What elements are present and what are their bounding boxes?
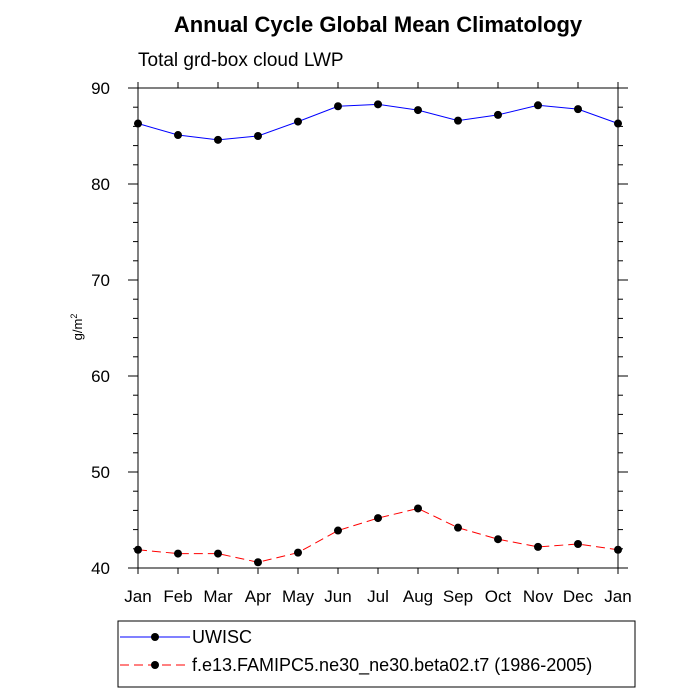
series-0-point-2 [214, 135, 222, 144]
series-1-point-1 [174, 549, 182, 558]
y-tick-label-90: 90 [91, 79, 110, 98]
series-1-point-10 [534, 542, 542, 551]
x-tick-label-9: Oct [485, 587, 512, 606]
chart-title: Annual Cycle Global Mean Climatology [174, 12, 583, 37]
series-1-point-4 [294, 548, 302, 557]
series-0-point-7 [414, 106, 422, 115]
series-1-point-7 [414, 504, 422, 513]
series-0-point-3 [254, 132, 262, 140]
x-tick-label-5: Jun [324, 587, 351, 606]
x-tick-label-1: Feb [163, 587, 192, 606]
y-tick-label-40: 40 [91, 559, 110, 578]
series-1-point-3 [254, 558, 262, 567]
legend-marker-0 [151, 633, 159, 641]
series-1-point-11 [574, 540, 582, 548]
series-1-point-0 [134, 545, 142, 554]
y-tick-label-80: 80 [91, 175, 110, 194]
series-line-0 [137, 103, 619, 141]
y-tick-label-60: 60 [91, 367, 110, 386]
x-tick-label-10: Nov [523, 587, 554, 606]
y-tick-labels: 40 50 60 70 80 90 [91, 79, 110, 578]
series-0-point-8 [454, 116, 462, 125]
legend: UWISC f.e13.FAMIPC5.ne30_ne30.beta02.t7 (… [120, 627, 592, 676]
x-tick-label-3: Apr [245, 587, 272, 606]
y-tick-label-50: 50 [91, 463, 110, 482]
x-tick-label-11: Dec [563, 587, 594, 606]
x-tick-label-6: Jul [367, 587, 389, 606]
legend-marker-1 [151, 661, 159, 669]
series-1-point-12 [614, 545, 622, 554]
series-0-point-12 [614, 119, 622, 128]
series-0-point-5 [334, 102, 342, 111]
x-tick-labels: Jan Feb Mar Apr May Jun Jul Aug Sep Oct Nov Dec Jan [124, 587, 631, 606]
y-axis-label-sup: 2 [69, 314, 79, 319]
series-0-point-9 [494, 110, 502, 119]
series-0-point-10 [534, 101, 542, 110]
series-0-point-11 [574, 105, 582, 114]
series-0-point-0 [134, 119, 142, 128]
legend-box [117, 620, 636, 688]
series-group [134, 100, 622, 567]
series-0-point-4 [294, 117, 302, 126]
x-tick-label-2: Mar [203, 587, 233, 606]
x-tick-label-4: May [282, 587, 315, 606]
x-tick-label-8: Sep [443, 587, 473, 606]
chart-subtitle: Total grd-box cloud LWP [138, 50, 344, 71]
y-tick-label-70: 70 [91, 271, 110, 290]
x-tick-label-7: Aug [403, 587, 433, 606]
x-tick-label-12: Jan [604, 587, 631, 606]
legend-label-0: UWISC [192, 627, 252, 647]
y-axis-label-base: g/m [70, 319, 85, 341]
legend-label-1: f.e13.FAMIPC5.ne30_ne30.beta02.t7 (1986-… [192, 655, 592, 676]
axis-ticks [128, 82, 628, 574]
x-tick-label-0: Jan [124, 587, 151, 606]
series-1-point-2 [214, 549, 222, 558]
y-axis-label: g/m2 [69, 314, 85, 341]
series-1-point-9 [494, 535, 502, 544]
series-1-point-8 [454, 523, 462, 532]
series-0-point-6 [374, 100, 382, 109]
plot-frame [137, 87, 619, 569]
series-0-point-1 [174, 131, 182, 140]
series-1-point-6 [374, 514, 382, 523]
series-1-point-5 [334, 526, 342, 535]
